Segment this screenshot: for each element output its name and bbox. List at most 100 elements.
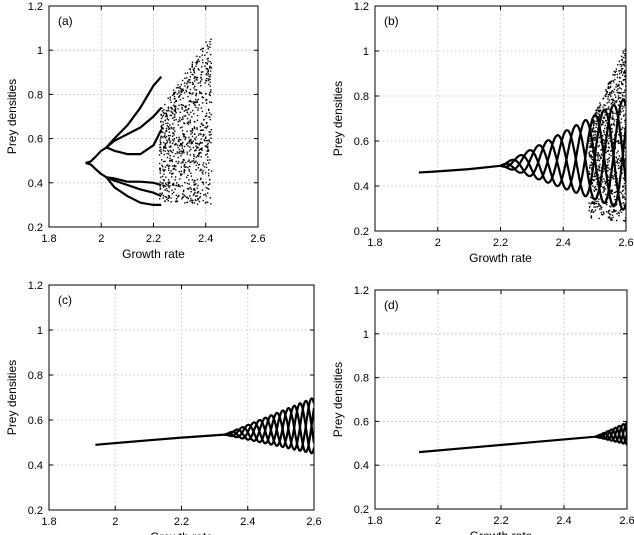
scatter-point: [615, 86, 617, 88]
scatter-point: [591, 209, 593, 211]
scatter-point: [609, 213, 612, 216]
scatter-point: [624, 123, 626, 126]
scatter-point: [606, 184, 608, 186]
scatter-point: [195, 101, 197, 103]
scatter-point: [613, 99, 615, 102]
scatter-point: [173, 140, 175, 142]
x-tick-label: 2.6: [250, 233, 265, 245]
scatter-point: [623, 71, 625, 73]
scatter-point: [191, 160, 193, 162]
scatter-point: [167, 195, 170, 197]
scatter-point: [612, 160, 614, 162]
scatter-point: [598, 154, 601, 156]
scatter-point: [188, 104, 190, 106]
scatter-point: [171, 151, 173, 154]
scatter-point: [200, 71, 203, 73]
scatter-point: [174, 98, 176, 100]
scatter-point: [600, 183, 602, 185]
scatter-point: [609, 94, 611, 96]
scatter-point: [207, 69, 209, 71]
scatter-point: [170, 126, 173, 129]
scatter-point: [617, 98, 620, 100]
oscillation-branch: [224, 399, 314, 451]
scatter-point: [600, 176, 603, 179]
scatter-point: [618, 72, 621, 75]
scatter-point: [595, 200, 597, 203]
scatter-point: [612, 81, 615, 83]
scatter-point: [174, 105, 177, 107]
scatter-point: [602, 163, 604, 165]
scatter-point: [621, 94, 624, 96]
scatter-point: [180, 104, 183, 106]
scatter-point: [606, 167, 608, 169]
scatter-point: [597, 165, 600, 167]
scatter-point: [600, 170, 602, 172]
scatter-point: [610, 201, 612, 203]
scatter-point: [209, 94, 211, 97]
scatter-point: [201, 66, 203, 68]
x-tick-label: 2.4: [198, 233, 213, 245]
scatter-point: [198, 149, 200, 151]
x-tick-label: 2.4: [240, 516, 255, 528]
scatter-point: [613, 195, 616, 198]
scatter-point: [619, 159, 621, 162]
scatter-point: [206, 150, 208, 152]
scatter-point: [619, 137, 622, 140]
scatter-point: [173, 165, 176, 167]
scatter-point: [172, 168, 174, 171]
scatter-point: [192, 101, 194, 103]
scatter-point: [589, 142, 592, 145]
scatter-point: [210, 203, 212, 205]
scatter-point: [163, 153, 165, 156]
scatter-point: [202, 47, 204, 49]
scatter-point: [602, 166, 604, 168]
scatter-point: [208, 140, 211, 143]
x-tick-label: 2.2: [146, 233, 161, 245]
scatter-point: [207, 192, 209, 194]
scatter-point: [186, 176, 188, 179]
scatter-point: [182, 141, 184, 144]
scatter-point: [168, 131, 171, 133]
x-tick-label: 2.6: [619, 515, 634, 527]
scatter-point: [167, 149, 169, 152]
scatter-point: [602, 106, 604, 108]
scatter-point: [181, 90, 183, 93]
scatter-point: [589, 187, 592, 189]
scatter-point: [195, 98, 197, 101]
scatter-point: [619, 97, 621, 99]
scatter-point: [610, 192, 613, 194]
scatter-point: [594, 115, 596, 117]
scatter-point: [624, 72, 626, 74]
scatter-point: [605, 90, 607, 92]
scatter-point: [174, 109, 177, 111]
scatter-point: [608, 106, 610, 108]
scatter-point: [189, 119, 191, 121]
scatter-point: [167, 197, 170, 200]
scatter-point: [162, 170, 165, 172]
scatter-point: [597, 158, 599, 160]
scatter-point: [199, 56, 201, 58]
scatter-point: [588, 152, 590, 154]
scatter-point: [209, 85, 211, 87]
scatter-point: [205, 62, 207, 64]
scatter-point: [620, 121, 622, 124]
scatter-point: [180, 83, 182, 86]
scatter-point: [170, 197, 172, 199]
scatter-point: [602, 151, 604, 153]
scatter-point: [178, 171, 180, 173]
scatter-point: [204, 202, 207, 204]
scatter-point: [615, 126, 618, 128]
scatter-point: [179, 178, 181, 180]
scatter-point: [159, 170, 162, 172]
scatter-point: [617, 95, 620, 97]
scatter-point: [159, 185, 161, 187]
scatter-point: [603, 189, 605, 191]
scatter-point: [607, 98, 609, 100]
scatter-point: [180, 150, 182, 152]
scatter-point: [597, 200, 599, 203]
scatter-point: [174, 144, 176, 146]
scatter-point: [606, 140, 609, 142]
scatter-point: [624, 118, 626, 120]
scatter-point: [175, 142, 177, 145]
scatter-point: [604, 104, 606, 107]
